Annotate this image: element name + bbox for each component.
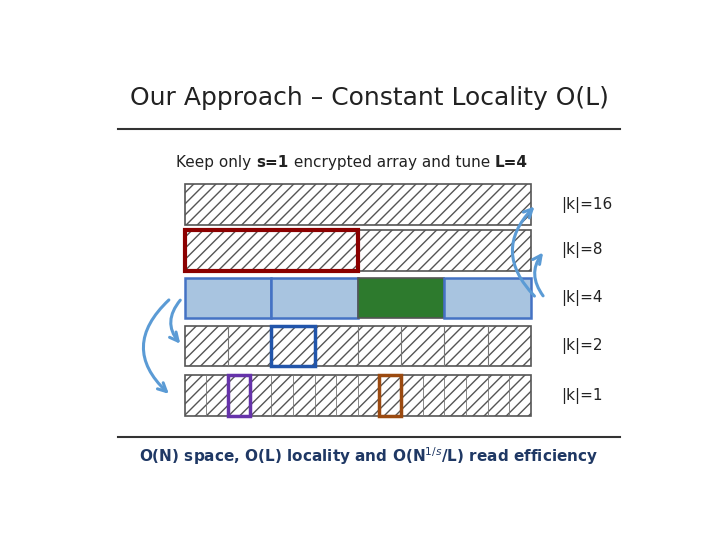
Text: |k|=16: |k|=16: [562, 197, 613, 213]
Text: Our Approach – Constant Locality O(L): Our Approach – Constant Locality O(L): [130, 86, 608, 110]
Bar: [185, 230, 358, 271]
Bar: [271, 326, 315, 366]
Text: encrypted array and tune: encrypted array and tune: [289, 155, 495, 170]
Bar: [379, 375, 401, 416]
Bar: [185, 278, 271, 319]
Text: |k|=2: |k|=2: [562, 338, 603, 354]
Text: L=4: L=4: [495, 155, 528, 170]
Text: |k|=1: |k|=1: [562, 388, 603, 404]
Bar: [185, 326, 531, 366]
Text: |k|=8: |k|=8: [562, 242, 603, 258]
Bar: [228, 375, 250, 416]
Bar: [271, 278, 358, 319]
Bar: [185, 184, 531, 225]
Bar: [185, 375, 531, 416]
Text: Keep only: Keep only: [176, 155, 256, 170]
Text: O(N) space, O(L) locality and O(N$^{1/s}$/L) read efficiency: O(N) space, O(L) locality and O(N$^{1/s}…: [140, 446, 598, 467]
Bar: [358, 278, 444, 319]
Bar: [185, 230, 531, 271]
Text: s=1: s=1: [256, 155, 289, 170]
Text: |k|=4: |k|=4: [562, 290, 603, 306]
Bar: [444, 278, 531, 319]
